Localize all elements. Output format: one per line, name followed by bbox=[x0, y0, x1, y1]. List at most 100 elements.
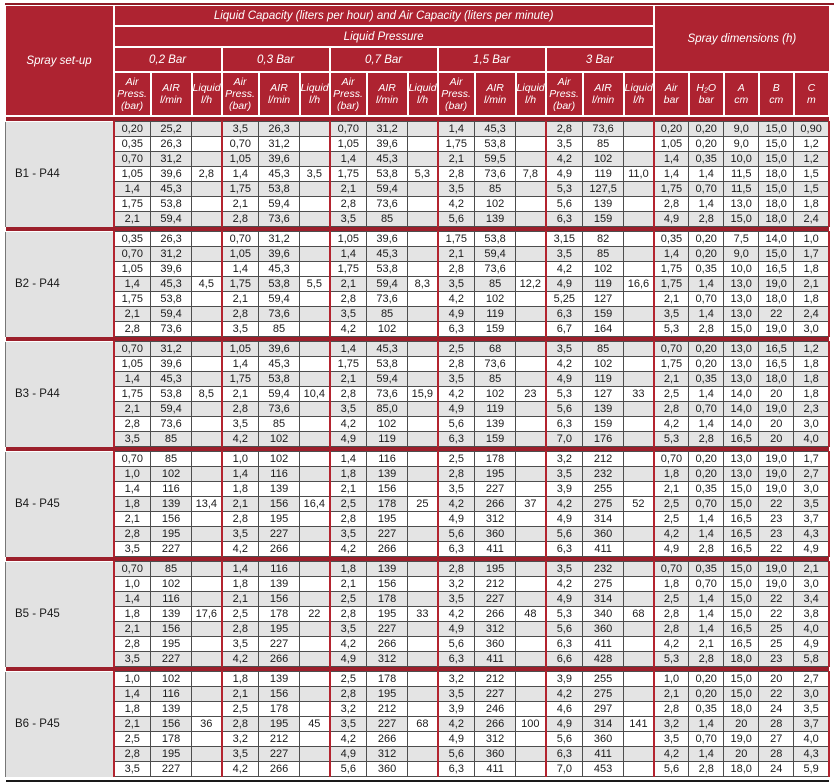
dimension-cell: 13,0 bbox=[723, 291, 760, 307]
air-capacity-cell: 53,8 bbox=[474, 231, 517, 247]
air-capacity-cell: 156 bbox=[150, 511, 193, 527]
dimension-cell: 23 bbox=[758, 526, 795, 542]
air-pressure-subheader: Air Press. (bar) bbox=[220, 71, 260, 117]
air-capacity-cell: 31,2 bbox=[258, 136, 301, 152]
liquid-capacity-cell bbox=[623, 746, 655, 762]
air-capacity-cell: 195 bbox=[366, 511, 409, 527]
air-capacity-cell: 266 bbox=[474, 716, 517, 732]
air-capacity-cell: 266 bbox=[366, 731, 409, 747]
liquid-capacity-cell bbox=[515, 576, 547, 592]
liquid-capacity-cell bbox=[623, 591, 655, 607]
dimension-cell: 20 bbox=[723, 716, 760, 732]
air-pressure-cell: 4,6 bbox=[544, 701, 584, 717]
block-separator bbox=[5, 556, 829, 562]
air-pressure-cell: 4,9 bbox=[544, 276, 584, 292]
dimension-cell: 27 bbox=[758, 731, 795, 747]
air-pressure-cell: 4,9 bbox=[328, 746, 368, 762]
air-capacity-subheader: AIR l/min bbox=[473, 71, 517, 117]
dimension-cell: 0,35 bbox=[688, 481, 725, 497]
air-pressure-cell: 6,3 bbox=[436, 651, 476, 667]
dimension-cell: 3,5 bbox=[793, 701, 831, 717]
table-row: 2,8 195 3,5 227 3,5 227 5,6 360 5,6 360 4,2 1,4 16,5… bbox=[6, 526, 831, 542]
liquid-capacity-cell bbox=[299, 341, 331, 357]
liquid-capacity-cell bbox=[623, 431, 655, 447]
air-pressure-cell: 3,2 bbox=[328, 701, 368, 717]
dimension-cell: 18,0 bbox=[723, 701, 760, 717]
air-pressure-cell: 6,3 bbox=[436, 431, 476, 447]
air-capacity-cell: 178 bbox=[366, 671, 409, 687]
air-pressure-cell: 3,2 bbox=[436, 576, 476, 592]
table-row: B3 - P44 0,70 31,2 1,05 39,6 1,4 45,3 2,5 68 3,5 8… bbox=[4, 341, 831, 447]
dimension-cell: 14,0 bbox=[758, 231, 795, 247]
liquid-capacity-cell bbox=[623, 621, 655, 637]
air-capacity-cell: 266 bbox=[366, 541, 409, 557]
dimension-cell: 2,7 bbox=[793, 466, 831, 482]
air-capacity-cell: 85 bbox=[474, 371, 517, 387]
table-row: 1,8 139 2,5 178 3,2 212 3,9 246 4,6 297 2,8 0,35 18,… bbox=[6, 701, 831, 717]
air-pressure-cell: 6,3 bbox=[544, 416, 584, 432]
dimension-cell: 16,5 bbox=[723, 526, 760, 542]
dimension-cell: 4,9 bbox=[793, 541, 831, 557]
air-capacity-cell: 297 bbox=[582, 701, 625, 717]
liquid-capacity-cell bbox=[407, 181, 439, 197]
air-capacity-cell: 266 bbox=[258, 541, 301, 557]
air-pressure-cell: 2,5 bbox=[220, 701, 260, 717]
liquid-capacity-cell bbox=[407, 401, 439, 417]
air-capacity-cell: 178 bbox=[150, 731, 193, 747]
air-pressure-cell: 4,2 bbox=[220, 431, 260, 447]
air-pressure-cell: 3,2 bbox=[220, 731, 260, 747]
table-row: 2,1 156 36 2,8 195 45 3,5 227 68 4,2 266 100 4,9 314 1… bbox=[6, 716, 831, 732]
dimension-cell: 1,0 bbox=[652, 671, 690, 687]
air-pressure-cell: 2,8 bbox=[328, 386, 368, 402]
liquid-capacity-cell bbox=[299, 231, 331, 247]
air-pressure-cell: 4,9 bbox=[436, 306, 476, 322]
air-capacity-cell: 31,2 bbox=[150, 341, 193, 357]
liquid-capacity-cell: 100 bbox=[515, 716, 547, 732]
air-pressure-cell: 2,8 bbox=[436, 466, 476, 482]
liquid-capacity-cell bbox=[299, 541, 331, 557]
dimension-cell: 24 bbox=[758, 761, 795, 777]
liquid-capacity-cell bbox=[191, 651, 223, 667]
dimension-cell: 3,0 bbox=[793, 686, 831, 702]
dimension-cell: 5,8 bbox=[793, 651, 831, 667]
liquid-capacity-cell bbox=[623, 686, 655, 702]
liquid-capacity-cell bbox=[191, 686, 223, 702]
liquid-capacity-cell bbox=[299, 321, 331, 337]
liquid-capacity-cell bbox=[407, 231, 439, 247]
dimension-cell: 2,4 bbox=[793, 211, 831, 227]
air-pressure-cell: 4,2 bbox=[544, 496, 584, 512]
dimension-cell: 2,8 bbox=[652, 401, 690, 417]
air-pressure-cell: 5,6 bbox=[544, 731, 584, 747]
air-pressure-cell: 4,9 bbox=[544, 371, 584, 387]
dimension-cell: 0,70 bbox=[688, 576, 725, 592]
pressure-header: 3 Bar bbox=[544, 46, 655, 73]
air-pressure-cell: 2,1 bbox=[220, 386, 260, 402]
air-capacity-cell: 73,6 bbox=[366, 291, 409, 307]
air-pressure-cell: 3,5 bbox=[436, 481, 476, 497]
liquid-capacity-cell bbox=[299, 136, 331, 152]
dimension-cell: 2,8 bbox=[652, 621, 690, 637]
air-capacity-cell: 139 bbox=[474, 416, 517, 432]
table-row: 1,4 116 2,1 156 2,8 195 3,5 227 4,2 275 2,1 0,20 15,… bbox=[6, 686, 831, 702]
dimension-cell: 4,2 bbox=[652, 636, 690, 652]
air-pressure-cell: 2,5 bbox=[436, 341, 476, 357]
air-capacity-cell: 312 bbox=[366, 746, 409, 762]
air-capacity-cell: 159 bbox=[582, 416, 625, 432]
air-capacity-cell: 314 bbox=[582, 511, 625, 527]
air-capacity-cell: 26,3 bbox=[258, 121, 301, 137]
dimension-cell: 0,35 bbox=[688, 701, 725, 717]
air-capacity-cell: 227 bbox=[150, 651, 193, 667]
liquid-capacity-cell bbox=[623, 466, 655, 482]
air-capacity-cell: 73,6 bbox=[258, 401, 301, 417]
air-capacity-cell: 195 bbox=[150, 746, 193, 762]
air-pressure-cell: 1,05 bbox=[328, 136, 368, 152]
air-capacity-cell: 156 bbox=[258, 686, 301, 702]
dimension-cell: 1,75 bbox=[652, 356, 690, 372]
liquid-capacity-cell bbox=[407, 671, 439, 687]
air-capacity-cell: 227 bbox=[150, 541, 193, 557]
air-capacity-cell: 159 bbox=[582, 306, 625, 322]
air-pressure-cell: 3,5 bbox=[112, 651, 152, 667]
air-pressure-cell: 4,9 bbox=[328, 651, 368, 667]
dimension-cell: 5,3 bbox=[652, 431, 690, 447]
air-capacity-cell: 164 bbox=[582, 321, 625, 337]
